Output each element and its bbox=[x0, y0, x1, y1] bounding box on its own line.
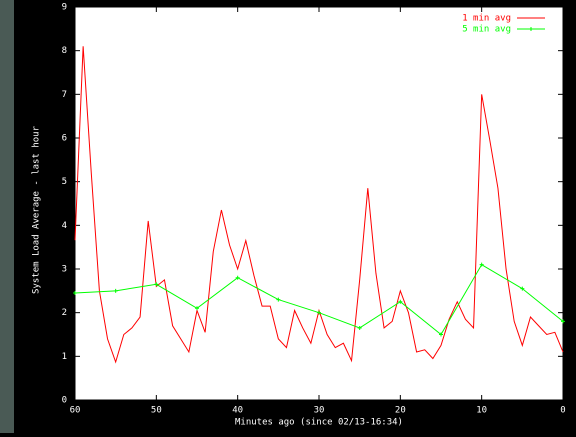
y-tick-label: 5 bbox=[62, 177, 67, 187]
marker bbox=[276, 297, 281, 302]
marker bbox=[479, 262, 484, 267]
x-tick-label: 40 bbox=[232, 406, 243, 416]
x-axis-label: Minutes ago (since 02/13-16:34) bbox=[235, 418, 403, 428]
legend-label: 1 min avg bbox=[462, 14, 511, 24]
background-photo bbox=[0, 0, 14, 433]
marker bbox=[113, 288, 118, 293]
marker bbox=[439, 332, 443, 337]
y-tick-label: 3 bbox=[62, 265, 67, 275]
marker bbox=[357, 325, 362, 330]
plot-area bbox=[74, 6, 564, 401]
y-tick-label: 1 bbox=[62, 352, 67, 362]
marker bbox=[235, 275, 240, 280]
legend-label: 5 min avg bbox=[462, 25, 511, 35]
y-tick-label: 2 bbox=[62, 308, 67, 318]
y-tick-label: 8 bbox=[62, 46, 67, 56]
x-tick-label: 60 bbox=[70, 406, 81, 416]
marker bbox=[317, 310, 321, 315]
y-axis-label: System Load Average - last hour bbox=[32, 125, 42, 294]
marker bbox=[154, 282, 159, 287]
x-tick-label: 30 bbox=[314, 406, 325, 416]
x-tick-label: 20 bbox=[395, 406, 406, 416]
y-tick-label: 4 bbox=[62, 221, 67, 231]
marker bbox=[520, 286, 525, 291]
y-tick-label: 7 bbox=[62, 90, 67, 100]
marker bbox=[73, 291, 77, 296]
marker bbox=[398, 299, 403, 304]
line bbox=[74, 46, 564, 364]
marker bbox=[561, 319, 565, 324]
marker bbox=[195, 306, 199, 311]
x-tick-label: 50 bbox=[151, 406, 162, 416]
y-tick-label: 6 bbox=[62, 134, 67, 144]
x-tick-label: 0 bbox=[560, 406, 565, 416]
y-tick-label: 9 bbox=[62, 3, 67, 13]
x-tick-label: 10 bbox=[476, 406, 487, 416]
y-tick-label: 0 bbox=[62, 396, 67, 406]
legend-marker bbox=[529, 27, 533, 31]
